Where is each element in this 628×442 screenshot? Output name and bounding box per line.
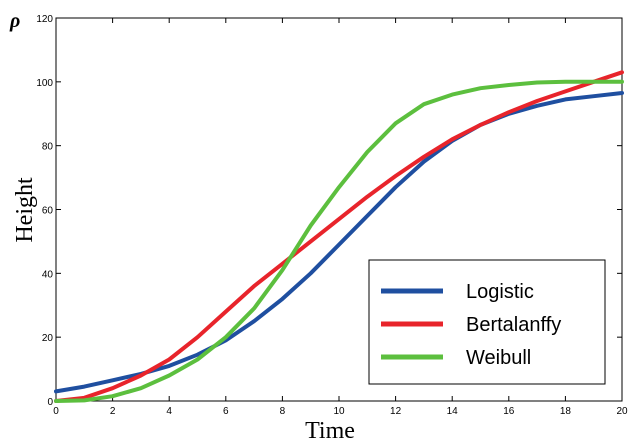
legend-label-weibull: Weibull: [466, 347, 531, 369]
x-tick-label: 14: [447, 406, 459, 417]
legend-label-logistic: Logistic: [466, 281, 534, 303]
y-tick-label: 20: [42, 333, 54, 344]
x-tick-label: 8: [280, 406, 286, 417]
corner-label: ρ: [9, 10, 20, 32]
y-tick-label: 80: [42, 142, 54, 153]
legend: Logistic Bertalanffy Weibull: [368, 259, 606, 385]
y-tick-label: 120: [36, 14, 53, 25]
x-tick-label: 10: [333, 406, 345, 417]
legend-label-bertalanffy: Bertalanffy: [466, 314, 561, 336]
plot-area: [54, 70, 624, 403]
series-line-bertalanffy: [54, 70, 624, 403]
y-tick-label: 60: [42, 206, 54, 217]
y-tick-label: 100: [36, 78, 53, 89]
y-tick-label: 40: [42, 269, 54, 280]
x-tick-label: 18: [560, 406, 572, 417]
x-tick-label: 2: [110, 406, 116, 417]
series-line-weibull: [54, 79, 624, 403]
x-tick-label: 12: [390, 406, 402, 417]
y-axis-label: Height: [12, 177, 38, 243]
x-tick-label: 20: [616, 406, 628, 417]
x-tick-label: 0: [53, 406, 59, 417]
x-tick-label: 4: [166, 406, 172, 417]
x-tick-label: 16: [503, 406, 515, 417]
x-tick-label: 6: [223, 406, 229, 417]
y-tick-label: 0: [47, 397, 53, 408]
x-axis-label: Time: [305, 418, 355, 442]
axes: 0 2 4 6 8 10 12 14 16 18 20 0 20 40 60 80 100 120: [36, 14, 628, 417]
